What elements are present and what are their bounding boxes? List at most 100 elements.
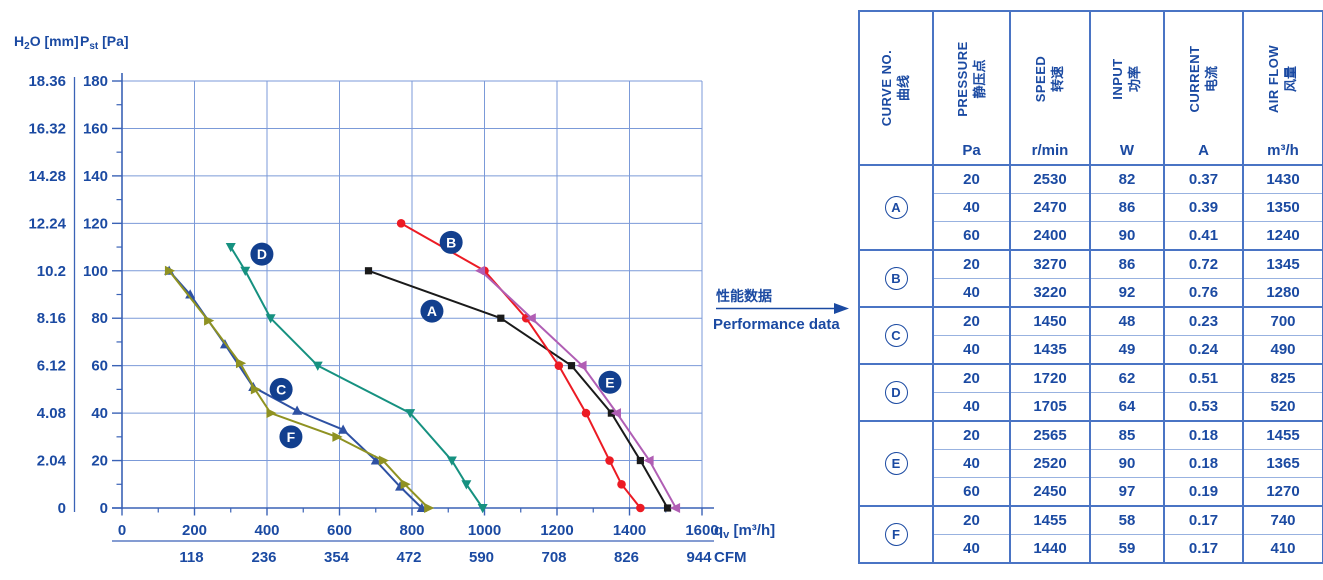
table-cell: 1365: [1242, 449, 1323, 478]
table-cell: 60: [932, 221, 1011, 250]
svg-text:400: 400: [254, 522, 279, 539]
table-cell: 0.76: [1163, 278, 1244, 307]
svg-text:800: 800: [399, 522, 424, 539]
svg-text:H2O [mm]: H2O [mm]: [14, 33, 79, 52]
table-header-row: CURVE NO. 曲线 PRESSURE 静压点 Pa SPEED 转速 r/min…: [858, 10, 1323, 166]
table-cell: 1280: [1242, 278, 1323, 307]
table-cell: 0.72: [1163, 249, 1244, 279]
header-airflow-unit: m³/h: [1267, 142, 1299, 159]
svg-text:236: 236: [251, 549, 276, 566]
curve-E-line: [479, 269, 677, 509]
svg-text:40: 40: [91, 405, 108, 422]
svg-text:Pst [Pa]: Pst [Pa]: [80, 33, 129, 52]
table-row: F 20 1455 58 0.17 740: [858, 505, 1323, 563]
table-cell: 1450: [1009, 306, 1091, 336]
header-input-en: INPUT: [1110, 58, 1126, 100]
table-cell: 0.18: [1163, 420, 1244, 450]
table-cell: 700: [1242, 306, 1323, 336]
table-cell: 40: [932, 449, 1011, 478]
table-cell: 1435: [1009, 335, 1091, 364]
curve-letter-badge: A: [884, 196, 908, 219]
svg-text:6.12: 6.12: [37, 358, 66, 375]
table-cell: 2470: [1009, 193, 1091, 222]
arrow-right-icon: [834, 303, 849, 314]
header-speed-zh: 转速: [1050, 65, 1065, 92]
curve-letter-cell: D: [858, 363, 934, 421]
curve-label-E: E: [598, 370, 622, 394]
svg-text:A: A: [427, 303, 437, 319]
table-cell: 58: [1089, 505, 1165, 535]
table-row: 40 3220 92 0.76 1280: [859, 278, 1323, 307]
header-current-unit: A: [1198, 142, 1209, 159]
curve-A-line: [367, 269, 669, 509]
table-cell: 20: [932, 505, 1011, 535]
header-current: CURRENT 电流 A: [1163, 10, 1244, 166]
header-speed-en: SPEED: [1033, 55, 1049, 103]
table-row: D 20 1720 62 0.51 825: [858, 363, 1323, 421]
svg-text:CFM: CFM: [714, 549, 747, 566]
svg-text:600: 600: [327, 522, 352, 539]
curve-letter-badge: B: [884, 267, 908, 290]
table-cell: 40: [932, 278, 1011, 307]
header-curve-zh: 曲线: [896, 75, 911, 102]
table-cell: 520: [1242, 392, 1323, 421]
table-cell: 1455: [1009, 505, 1091, 535]
table-cell: 20: [932, 249, 1011, 279]
table-cell: 86: [1089, 193, 1165, 222]
table-body: A 20 2530 82 0.37 1430 40 2470 86 0.39 1350 60 2400 9…: [858, 164, 1323, 563]
svg-text:14.28: 14.28: [28, 168, 66, 185]
table-cell: 20: [932, 420, 1011, 450]
curve-letter-cell: C: [858, 306, 934, 364]
svg-text:4.08: 4.08: [37, 405, 66, 422]
curve-label-F: F: [279, 425, 303, 449]
table-cell: 1270: [1242, 477, 1323, 506]
table-cell: 62: [1089, 363, 1165, 393]
table-cell: 2530: [1009, 164, 1091, 194]
table-cell: 40: [932, 193, 1011, 222]
curve-C: [164, 265, 427, 512]
table-cell: 740: [1242, 505, 1323, 535]
svg-text:1000: 1000: [468, 522, 501, 539]
table-cell: 40: [932, 335, 1011, 364]
svg-text:140: 140: [83, 168, 108, 185]
svg-text:200: 200: [182, 522, 207, 539]
table-cell: 48: [1089, 306, 1165, 336]
curve-letter-badge: E: [884, 452, 908, 475]
table-cell: 40: [932, 534, 1011, 563]
table-cell: 60: [932, 477, 1011, 506]
header-pressure: PRESSURE 静压点 Pa: [932, 10, 1011, 166]
table-cell: 20: [932, 164, 1011, 194]
table-row: 60 2450 97 0.19 1270: [859, 477, 1323, 506]
svg-text:C: C: [276, 381, 286, 397]
header-speed: SPEED 转速 r/min: [1009, 10, 1091, 166]
table-cell: 49: [1089, 335, 1165, 364]
y-axis-labels: 180 18.36 160 16.32 140 14.28 120 12.24 100 10.2 8…: [28, 73, 108, 517]
svg-text:10.2: 10.2: [37, 263, 66, 280]
header-current-en: CURRENT: [1186, 45, 1202, 113]
performance-data-callout: 性能数据 Performance data: [713, 288, 849, 333]
svg-text:944: 944: [686, 549, 712, 566]
table-cell: 20: [932, 306, 1011, 336]
table-cell: 2450: [1009, 477, 1091, 506]
table-cell: 1345: [1242, 249, 1323, 279]
table-cell: 410: [1242, 534, 1323, 563]
axes: [73, 73, 714, 542]
callout-en: Performance data: [713, 316, 840, 333]
table-cell: 0.17: [1163, 534, 1244, 563]
curve-label-A: A: [420, 299, 444, 323]
header-airflow: AIR FLOW 风量 m³/h: [1242, 10, 1323, 166]
svg-text:826: 826: [614, 549, 639, 566]
grid-lines: [121, 80, 703, 509]
svg-text:16.32: 16.32: [28, 120, 66, 137]
table-row: 60 2400 90 0.41 1240: [859, 221, 1323, 250]
svg-text:E: E: [605, 374, 614, 390]
curve-D: [225, 243, 488, 514]
curve-F: [164, 265, 435, 513]
table-cell: 3270: [1009, 249, 1091, 279]
performance-table-wrap: CURVE NO. 曲线 PRESSURE 静压点 Pa SPEED 转速 r/min…: [858, 10, 1323, 564]
table-cell: 3220: [1009, 278, 1091, 307]
table-cell: 1705: [1009, 392, 1091, 421]
curve-A: [364, 267, 672, 512]
table-row: A 20 2530 82 0.37 1430: [858, 164, 1323, 250]
svg-text:0: 0: [118, 522, 126, 539]
